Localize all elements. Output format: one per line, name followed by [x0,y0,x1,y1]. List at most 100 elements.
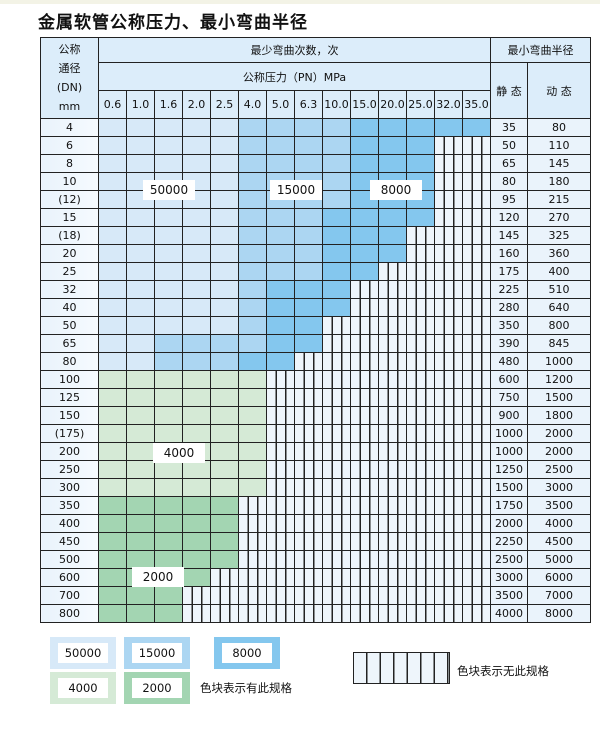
dynamic-radius-cell: 145 [527,154,591,173]
available-cell [98,316,127,335]
table-row: 50 350 800 [40,316,591,335]
available-cell [210,208,239,227]
unavailable-cell [322,352,351,371]
available-cell [210,514,239,533]
unavailable-cell [406,550,435,569]
available-cell [210,316,239,335]
static-radius-cell: 4000 [490,604,528,623]
table-row: 450 2250 4500 [40,532,591,551]
pressure-col-header: 20.0 [378,90,407,119]
unavailable-cell [462,244,491,263]
table-row: 800 4000 8000 [40,604,591,623]
available-cell [462,118,491,137]
static-radius-cell: 1000 [490,424,528,443]
available-cell [182,388,211,407]
unavailable-cell [462,550,491,569]
available-cell [98,298,127,317]
available-cell [182,424,211,443]
legend-unavailable-text: 色块表示无此规格 [457,664,549,678]
table-row: (18) 145 325 [40,226,591,245]
unavailable-cell [378,442,407,461]
available-cell [322,136,351,155]
available-cell [238,262,267,281]
available-cell [182,154,211,173]
dynamic-radius-cell: 1800 [527,406,591,425]
available-cell [238,370,267,389]
table-row: 25 175 400 [40,262,591,281]
available-cell [126,460,155,479]
available-cell [322,118,351,137]
unavailable-cell [434,208,463,227]
legend-4000: 4000 [50,672,116,704]
available-cell [126,118,155,137]
unavailable-cell [350,532,379,551]
static-radius-cell: 3500 [490,586,528,605]
static-radius-cell: 65 [490,154,528,173]
unavailable-cell [406,586,435,605]
unavailable-cell [294,478,323,497]
available-cell [350,136,379,155]
available-cell [98,388,127,407]
table-row: 20 160 360 [40,244,591,263]
available-cell [210,406,239,425]
available-cell [98,118,127,137]
available-cell [238,334,267,353]
unavailable-cell [294,424,323,443]
unavailable-cell [462,586,491,605]
unavailable-cell [406,280,435,299]
pressure-col-header: 4.0 [238,90,267,119]
available-cell [266,280,295,299]
unavailable-cell [266,442,295,461]
pressure-col-header: 0.6 [98,90,127,119]
available-cell [182,316,211,335]
available-cell [126,478,155,497]
available-cell [126,298,155,317]
pressure-col-header: 15.0 [350,90,379,119]
dynamic-radius-cell: 1200 [527,370,591,389]
dn-cell: 8 [40,154,99,173]
dn-header-line: mm [58,100,81,113]
available-cell [154,136,183,155]
unavailable-cell [462,568,491,587]
unavailable-cell [434,568,463,587]
available-cell [126,136,155,155]
available-cell [182,118,211,137]
available-cell [182,280,211,299]
static-radius-cell: 480 [490,352,528,371]
dynamic-radius-cell: 215 [527,190,591,209]
available-cell [350,262,379,281]
dynamic-radius-cell: 2000 [527,424,591,443]
available-cell [238,316,267,335]
static-radius-cell: 35 [490,118,528,137]
unavailable-cell [350,370,379,389]
legend-hatch-swatch [353,652,450,684]
unavailable-cell [350,280,379,299]
static-radius-cell: 900 [490,406,528,425]
available-cell [322,226,351,245]
static-radius-cell: 80 [490,172,528,191]
dynamic-radius-cell: 110 [527,136,591,155]
available-cell [154,460,183,479]
available-cell [266,136,295,155]
unavailable-cell [322,568,351,587]
static-radius-cell: 2000 [490,514,528,533]
dynamic-radius-cell: 510 [527,280,591,299]
unavailable-cell [406,316,435,335]
dn-cell: 15 [40,208,99,227]
pressure-col-header: 32.0 [434,90,463,119]
available-cell [126,370,155,389]
dynamic-radius-cell: 7000 [527,586,591,605]
available-cell [98,478,127,497]
unavailable-cell [406,532,435,551]
table-row: 700 3500 7000 [40,586,591,605]
unavailable-cell [350,406,379,425]
spec-table: 公称 通径 (DN) mm 最少弯曲次数，次 最小弯曲半径 公称压力（PN）MP… [40,37,591,623]
pressure-col-header: 6.3 [294,90,323,119]
unavailable-cell [378,280,407,299]
table-row: 600 3000 6000 [40,568,591,587]
dynamic-radius-cell: 3500 [527,496,591,515]
unavailable-cell [294,442,323,461]
unavailable-cell [434,532,463,551]
unavailable-cell [434,298,463,317]
available-cell [210,496,239,515]
